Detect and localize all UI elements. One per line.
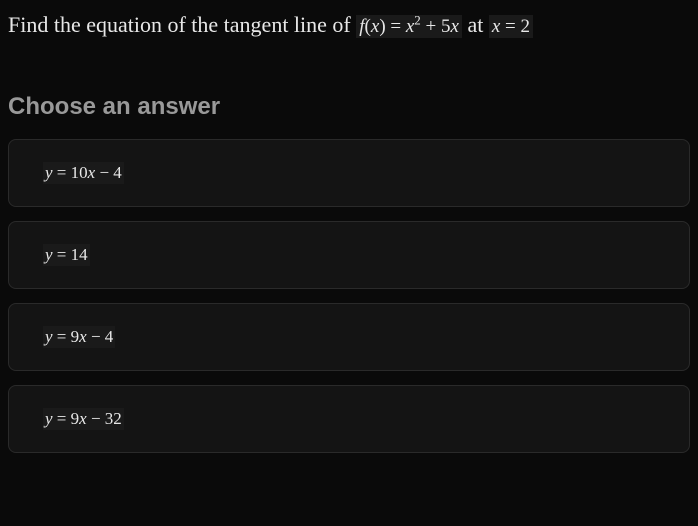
answer-option-3[interactable]: y = 9x − 4 [8,303,690,371]
question-at-math: x = 2 [489,15,533,38]
answers-container: y = 10x − 4 y = 14 y = 9x − 4 y = 9x − 3… [0,139,698,453]
answer-option-4[interactable]: y = 9x − 32 [8,385,690,453]
question-area: Find the equation of the tangent line of… [0,0,698,69]
answer-option-1[interactable]: y = 10x − 4 [8,139,690,207]
question-function-math: f(x) = x2 + 5x [356,15,462,38]
question-middle: at [467,12,488,37]
answer-math-2: y = 14 [43,244,90,266]
answer-math-4: y = 9x − 32 [43,408,124,430]
answer-option-2[interactable]: y = 14 [8,221,690,289]
question-text: Find the equation of the tangent line of… [8,10,690,41]
answer-math-1: y = 10x − 4 [43,162,124,184]
choose-answer-header: Choose an answer [0,69,698,139]
question-prefix: Find the equation of the tangent line of [8,12,356,37]
answer-math-3: y = 9x − 4 [43,326,115,348]
